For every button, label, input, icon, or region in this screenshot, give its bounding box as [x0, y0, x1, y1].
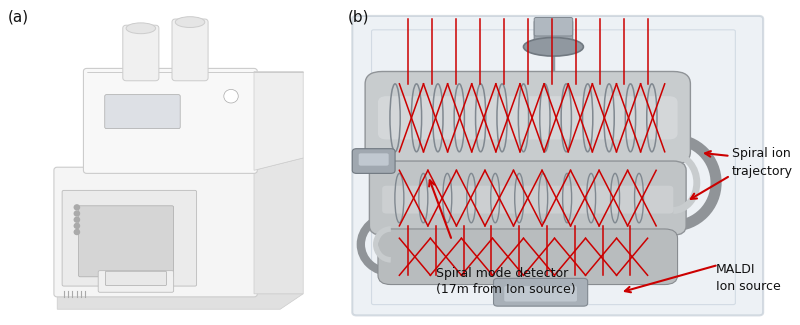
- FancyBboxPatch shape: [352, 16, 763, 315]
- Ellipse shape: [175, 17, 205, 28]
- FancyBboxPatch shape: [358, 153, 389, 166]
- Polygon shape: [254, 72, 303, 170]
- FancyBboxPatch shape: [62, 190, 197, 286]
- FancyBboxPatch shape: [534, 18, 573, 36]
- Circle shape: [74, 211, 79, 216]
- Text: MALDI
Ion source: MALDI Ion source: [716, 263, 781, 293]
- FancyBboxPatch shape: [370, 161, 686, 235]
- Ellipse shape: [523, 38, 583, 56]
- Ellipse shape: [126, 23, 156, 34]
- Circle shape: [74, 229, 79, 235]
- FancyBboxPatch shape: [78, 206, 174, 277]
- FancyBboxPatch shape: [106, 271, 166, 285]
- FancyBboxPatch shape: [378, 96, 678, 139]
- Text: Spiral ion
trajectory: Spiral ion trajectory: [732, 148, 793, 177]
- Polygon shape: [58, 294, 303, 309]
- FancyBboxPatch shape: [123, 25, 159, 81]
- Circle shape: [74, 217, 79, 222]
- FancyBboxPatch shape: [352, 149, 395, 174]
- FancyBboxPatch shape: [98, 271, 174, 292]
- FancyBboxPatch shape: [378, 229, 678, 285]
- Text: (a): (a): [8, 10, 29, 25]
- FancyBboxPatch shape: [54, 167, 258, 297]
- FancyBboxPatch shape: [83, 69, 258, 174]
- FancyBboxPatch shape: [382, 186, 674, 214]
- FancyBboxPatch shape: [172, 19, 208, 81]
- Circle shape: [74, 223, 79, 228]
- Text: Spiral mode detector
(17m from Ion source): Spiral mode detector (17m from Ion sourc…: [436, 266, 576, 296]
- FancyBboxPatch shape: [494, 278, 588, 306]
- Polygon shape: [254, 158, 303, 294]
- Circle shape: [224, 89, 238, 103]
- Circle shape: [74, 205, 79, 210]
- Text: (b): (b): [348, 10, 370, 25]
- FancyBboxPatch shape: [365, 72, 690, 164]
- FancyBboxPatch shape: [105, 95, 180, 129]
- FancyBboxPatch shape: [534, 20, 573, 48]
- FancyBboxPatch shape: [504, 286, 577, 302]
